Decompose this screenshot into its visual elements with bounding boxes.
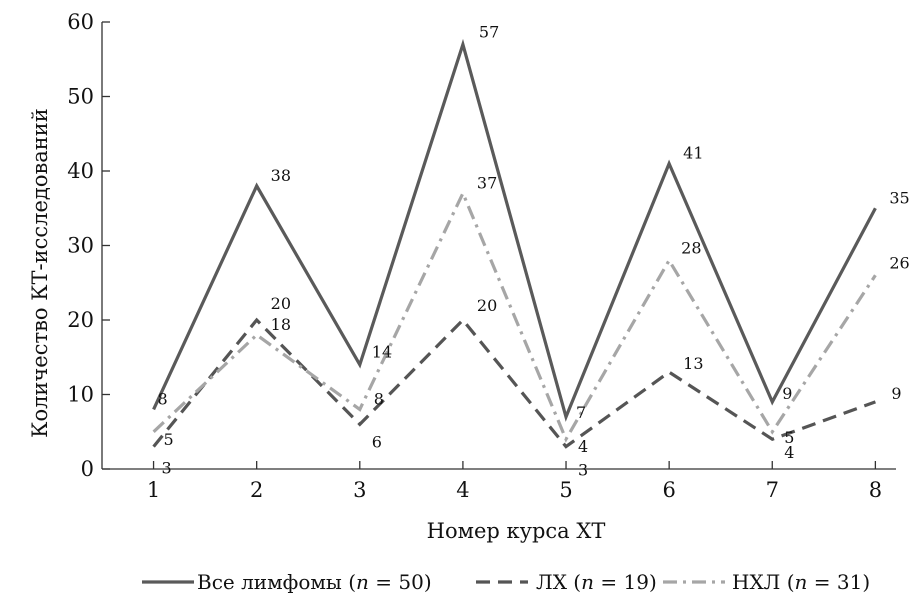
data-label-nhl: 26	[889, 253, 909, 272]
data-label-nhl: 18	[271, 315, 291, 334]
legend-label-all: Все лимфомы (n = 50)	[197, 570, 432, 594]
legend-label-lh: ЛХ (n = 19)	[536, 570, 657, 594]
y-tick-label: 20	[67, 308, 94, 332]
y-tick-label: 40	[67, 159, 94, 183]
y-tick-label: 0	[81, 457, 94, 481]
legend: Все лимфомы (n = 50) ЛХ (n = 19) НХЛ (n …	[142, 570, 870, 594]
axes	[101, 21, 896, 470]
data-labels: 8 38 14 57 7 41 9 35 3 20 6 20 3 13 4 9 5 18 8 37 4 28 5 26	[158, 22, 910, 479]
data-label-nhl: 28	[681, 238, 701, 257]
data-label-lh: 13	[683, 354, 703, 373]
x-tick-label: 6	[662, 478, 675, 502]
data-label-nhl: 8	[374, 389, 384, 408]
y-axis-title: Количество КТ-исследований	[28, 108, 52, 438]
data-label-lh: 9	[891, 384, 901, 403]
data-label-nhl: 37	[477, 173, 497, 192]
data-label-all: 8	[158, 389, 168, 408]
x-tick-label: 3	[353, 478, 366, 502]
data-label-all: 35	[889, 188, 909, 207]
series-lines	[152, 38, 877, 449]
legend-label-nhl: НХЛ (n = 31)	[732, 570, 870, 594]
data-label-all: 41	[683, 144, 703, 163]
data-label-all: 9	[782, 384, 792, 403]
x-axis-title: Номер курса ХТ	[427, 519, 606, 543]
data-label-lh: 3	[162, 459, 172, 478]
series-line-all	[152, 38, 877, 422]
series-line-nhl	[152, 189, 877, 443]
data-label-nhl: 4	[578, 437, 588, 456]
legend-item-nhl: НХЛ (n = 31)	[663, 570, 870, 594]
y-tick-label: 30	[67, 234, 94, 258]
data-label-nhl: 5	[164, 430, 174, 449]
x-tick-label: 8	[869, 478, 882, 502]
x-tick-label: 4	[456, 478, 469, 502]
data-label-nhl: 5	[784, 428, 794, 447]
data-label-all: 14	[372, 343, 392, 362]
legend-item-all: Все лимфомы (n = 50)	[142, 570, 432, 594]
data-label-lh: 20	[271, 294, 291, 313]
x-tick-label: 7	[766, 478, 779, 502]
data-label-all: 57	[479, 22, 499, 41]
x-tick-label: 5	[559, 478, 572, 502]
x-tick-label: 2	[250, 478, 263, 502]
data-label-lh: 4	[784, 443, 794, 462]
data-label-all: 7	[576, 403, 586, 422]
series-line-lh	[152, 317, 876, 449]
data-label-lh: 3	[578, 461, 588, 480]
y-tick-label: 50	[67, 85, 94, 109]
data-label-all: 38	[271, 166, 291, 185]
y-tick-label: 10	[67, 383, 94, 407]
data-label-lh: 6	[372, 432, 382, 451]
y-tick-label: 60	[67, 10, 94, 34]
x-tick-label: 1	[147, 478, 160, 502]
data-label-lh: 20	[477, 296, 497, 315]
legend-item-lh: ЛХ (n = 19)	[476, 570, 657, 594]
